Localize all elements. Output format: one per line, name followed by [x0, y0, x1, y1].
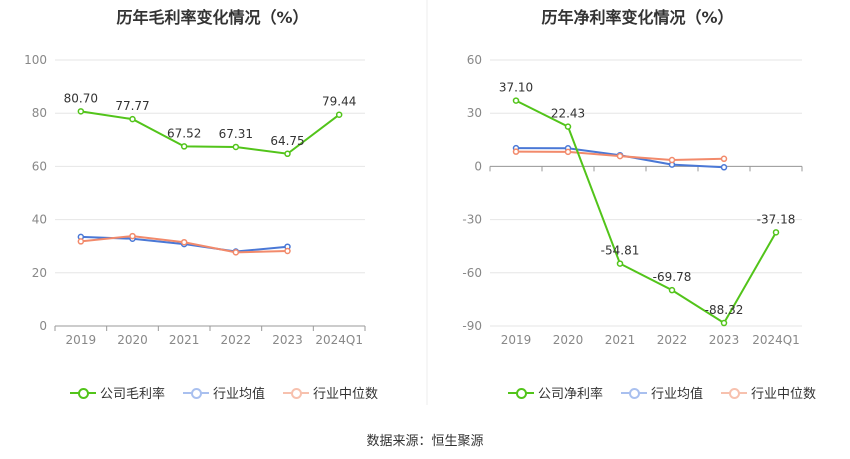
y-tick-label: 80: [32, 106, 47, 120]
y-tick-label: 30: [467, 106, 482, 120]
y-tick-label: 60: [467, 53, 482, 67]
data-point: [564, 123, 572, 130]
x-tick-label: 2021: [605, 333, 636, 347]
series-line-0: [80, 110, 340, 155]
legend-item-industry-median[interactable]: 行业中位数: [721, 383, 816, 402]
data-point: [512, 148, 520, 155]
data-point: [616, 260, 624, 267]
data-point: [129, 232, 136, 240]
x-tick-label: 2019: [66, 333, 97, 347]
data-point: [720, 164, 728, 171]
data-label: -37.18: [757, 212, 796, 226]
data-label: 80.70: [64, 91, 98, 105]
legend-item-company-net[interactable]: 公司净利率: [508, 383, 603, 402]
legend-net-margin: 公司净利率 行业均值 行业中位数: [508, 383, 816, 402]
legend-swatch-blue: [621, 386, 648, 400]
series-line-0: [515, 99, 777, 325]
legend-label: 行业中位数: [313, 387, 379, 402]
data-label: 77.77: [115, 99, 149, 113]
data-point: [512, 97, 520, 104]
legend-label: 公司毛利率: [100, 387, 166, 402]
data-label: -88.32: [705, 303, 744, 317]
y-tick-label: 40: [32, 213, 47, 227]
data-label: 79.44: [322, 95, 356, 109]
y-tick-label: -90: [462, 319, 482, 333]
data-label: 64.75: [270, 134, 304, 148]
data-label: -69.78: [653, 270, 692, 284]
legend-item-company-gross[interactable]: 公司毛利率: [70, 383, 165, 402]
y-tick-label: 0: [474, 159, 482, 173]
x-tick-label: 2024Q1: [315, 333, 363, 347]
data-source-footer: 数据来源：恒生聚源: [366, 434, 484, 449]
legend-item-industry-mean[interactable]: 行业均值: [621, 383, 703, 402]
data-point: [668, 286, 676, 294]
x-tick-label: 2024Q1: [752, 333, 800, 347]
y-tick-label: 100: [24, 53, 47, 67]
legend-label: 公司净利率: [538, 387, 604, 402]
legend-label: 行业均值: [651, 387, 704, 402]
data-point: [180, 143, 188, 150]
y-tick-label: 0: [39, 319, 47, 333]
chart-title-gross-margin: 历年毛利率变化情况（%）: [116, 8, 309, 27]
x-tick-label: 2022: [221, 333, 252, 347]
x-tick-label: 2023: [709, 333, 740, 347]
data-point: [335, 111, 343, 118]
data-label: 67.31: [219, 127, 253, 141]
legend-label: 行业均值: [213, 387, 266, 402]
x-tick-label: 2020: [553, 333, 584, 347]
legend-label: 行业中位数: [751, 387, 817, 402]
legend-item-industry-median[interactable]: 行业中位数: [283, 383, 378, 402]
data-label: 67.52: [167, 126, 201, 140]
data-point: [668, 156, 676, 164]
data-point: [772, 229, 780, 236]
data-point: [284, 150, 291, 158]
y-tick-label: -60: [462, 266, 482, 280]
data-point: [720, 155, 728, 163]
data-point: [232, 249, 240, 256]
data-point: [720, 319, 728, 327]
data-point: [129, 115, 136, 123]
x-tick-label: 2023: [272, 333, 303, 347]
data-label: 37.10: [499, 81, 533, 95]
x-tick-label: 2022: [657, 333, 688, 347]
data-point: [77, 108, 85, 115]
legend-swatch-green: [508, 386, 534, 400]
data-point: [284, 247, 291, 255]
legend-swatch-green: [70, 386, 96, 400]
data-label: -54.81: [601, 244, 640, 258]
legend-swatch-orange: [283, 386, 310, 400]
x-tick-label: 2020: [117, 333, 148, 347]
legend-swatch-orange: [721, 386, 748, 400]
x-tick-label: 2019: [501, 333, 532, 347]
data-label: 22.43: [551, 107, 585, 121]
data-point: [77, 238, 85, 245]
y-tick-label: 60: [32, 159, 47, 173]
y-tick-label: 20: [32, 266, 47, 280]
data-point: [616, 152, 624, 160]
chart-title-net-margin: 历年净利率变化情况（%）: [541, 8, 734, 27]
legend-gross-margin: 公司毛利率 行业均值 行业中位数: [70, 383, 378, 402]
data-point: [180, 238, 188, 246]
legend-item-industry-mean[interactable]: 行业均值: [183, 383, 265, 402]
data-point: [564, 148, 572, 156]
legend-swatch-blue: [183, 386, 210, 400]
x-tick-label: 2021: [169, 333, 200, 347]
y-tick-label: -30: [462, 213, 482, 227]
data-point: [232, 143, 240, 151]
